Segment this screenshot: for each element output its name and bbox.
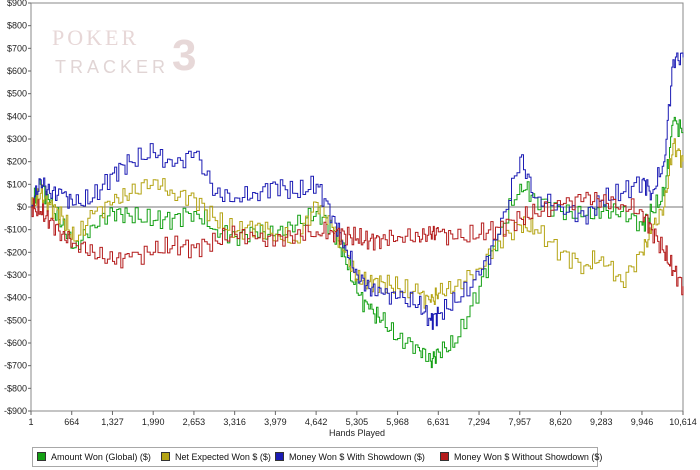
y-tick-label: -$800 [4,383,27,393]
x-tick-label: 5,968 [386,417,409,427]
x-axis: 1 664 1,327 1,990 2,653 3,316 3,979 4,642 5,305 5… [28,411,697,427]
x-tick-label: 1,327 [101,417,124,427]
y-tick-label: $300 [7,134,27,144]
x-tick-label: 7,294 [468,417,491,427]
y-tick-label: $500 [7,89,27,99]
x-tick-label: 2,653 [183,417,206,427]
series-line [31,138,684,309]
series-layer [31,52,684,369]
y-tick-label: -$500 [4,315,27,325]
legend-label-without-showdown: Money Won $ Without Showdown ($) [454,452,603,462]
legend-swatch-without-showdown [440,452,449,461]
x-tick-label: 4,642 [305,417,328,427]
watermark-line2: TRACKER [55,57,169,77]
x-tick-label: 5,305 [346,417,369,427]
legend-label-amount-won: Amount Won (Global) ($) [51,452,151,462]
y-tick-label: -$900 [4,406,27,416]
y-tick-label: $600 [7,66,27,76]
x-tick-label: 664 [64,417,79,427]
legend-label-with-showdown: Money Won $ With Showdown ($) [289,452,425,462]
y-tick-label: $700 [7,43,27,53]
y-tick-label: $400 [7,111,27,121]
x-tick-label: 1,990 [142,417,165,427]
x-tick-label: 6,631 [427,417,450,427]
y-tick-label: $800 [7,21,27,31]
x-tick-label: 3,979 [264,417,287,427]
y-tick-label: -$700 [4,361,27,371]
y-tick-label: $200 [7,157,27,167]
x-tick-label: 7,957 [509,417,532,427]
y-tick-label: $0 [17,202,27,212]
x-tick-label: 9,946 [631,417,654,427]
x-tick-label: 3,316 [223,417,246,427]
watermark-line3: 3 [172,31,196,80]
legend-swatch-amount-won [37,452,46,461]
legend-item-without-showdown: Money Won $ Without Showdown ($) [440,452,602,463]
x-axis-title: Hands Played [329,428,385,438]
y-tick-label: -$100 [4,225,27,235]
y-tick-label: -$400 [4,293,27,303]
legend-item-net-expected-won: Net Expected Won $ ($) [161,452,271,463]
series-line [31,191,684,296]
legend-item-with-showdown: Money Won $ With Showdown ($) [275,452,425,463]
watermark-line1: POKER [52,25,139,50]
legend-label-net-expected-won: Net Expected Won $ ($) [175,452,271,462]
x-tick-label: 10,614 [669,417,697,427]
x-tick-label: 8,620 [549,417,572,427]
legend: Amount Won (Global) ($) Net Expected Won… [32,447,602,467]
y-tick-label: $900 [7,0,27,8]
series-line [31,52,684,330]
x-tick-label: 1 [28,417,33,427]
y-axis: -$900 -$800 -$700 -$600 -$500 -$400 -$300 -$200… [4,0,31,416]
y-tick-label: $100 [7,179,27,189]
y-tick-label: -$300 [4,270,27,280]
poker-tracker-watermark: POKER TRACKER 3 [52,25,196,80]
legend-swatch-with-showdown [275,452,284,461]
y-tick-label: -$600 [4,338,27,348]
series-line [31,116,684,369]
line-chart: POKER TRACKER 3 -$900 -$800 -$700 -$600 -$50… [4,0,697,438]
legend-item-amount-won: Amount Won (Global) ($) [37,452,151,463]
y-tick-label: -$200 [4,247,27,257]
x-tick-label: 9,283 [590,417,613,427]
legend-swatch-net-expected-won [161,452,170,461]
